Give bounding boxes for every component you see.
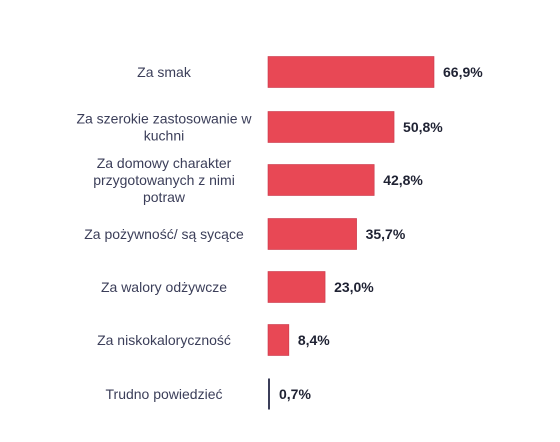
bar-7 [268,378,270,410]
value-label-7: 0,7% [279,386,311,402]
value-label-6: 8,4% [298,332,330,348]
category-label-line: Za walory odżywcze [101,279,227,295]
category-label-line: potraw [143,189,186,205]
category-label-2: Za szerokie zastosowanie w kuchni [76,111,252,144]
value-labels-layer: 66,9% 50,8% 42,8% 35,7% 23,0% 8,4% 0,7% [279,64,483,402]
category-label-line: Za smak [137,64,192,80]
value-label-3: 42,8% [383,172,423,188]
category-label-line: Za szerokie zastosowanie w [76,111,252,127]
category-label-5: Za walory odżywcze [101,279,227,295]
category-label-3: Za domowy charakter przygotowanych z nimi… [93,155,235,205]
bar-4 [267,218,357,250]
category-label-line: Za niskokaloryczność [97,332,231,348]
category-label-line: Za pożywność/ są sycące [84,226,244,242]
category-label-4: Za pożywność/ są sycące [84,226,244,242]
value-label-4: 35,7% [366,226,406,242]
category-label-1: Za smak [137,64,192,80]
category-label-line: kuchni [144,128,184,144]
category-label-6: Za niskokaloryczność [97,332,231,348]
category-label-line: Trudno powiedzieć [106,386,223,402]
value-label-1: 66,9% [443,64,483,80]
category-label-line: przygotowanych z nimi [93,172,235,188]
bar-6 [267,324,290,356]
bars-layer [267,56,435,410]
bar-1 [267,56,435,88]
bar-2 [267,111,395,143]
bar-3 [267,164,375,196]
value-label-2: 50,8% [403,119,443,135]
category-label-line: Za domowy charakter [97,155,232,171]
category-label-7: Trudno powiedzieć [106,386,223,402]
bar-5 [267,271,326,303]
value-label-5: 23,0% [334,279,374,295]
